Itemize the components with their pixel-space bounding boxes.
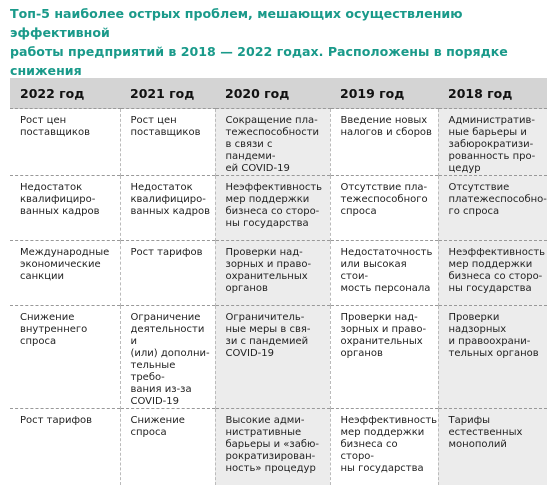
table-cell: Высокие адми- нистративные барьеры и «за… bbox=[214, 408, 330, 485]
header-row: 2022 год 2021 год 2020 год 2019 год 2018 год bbox=[10, 78, 547, 109]
table-cell: Неэффективность мер поддержки бизнеса со… bbox=[329, 408, 438, 485]
table-cell: Ограничитель- ные меры в свя- зи с панде… bbox=[214, 305, 330, 409]
table-body: Рост цен поставщиков Рост цен поставщиков… bbox=[10, 108, 547, 485]
table-cell: Неэффективность мер поддержки бизнеса со… bbox=[437, 240, 547, 306]
table-cell: Отсутствие платежеспособно- го спроса bbox=[437, 175, 547, 241]
column-header: 2022 год bbox=[10, 78, 120, 109]
table-cell: Тарифы естественных монополий bbox=[437, 408, 547, 485]
table-cell: Проверки надзорных и правоохрани- тельны… bbox=[437, 305, 547, 409]
table-cell: Рост цен поставщиков bbox=[119, 108, 215, 176]
table-cell: Неэффективность мер поддержки бизнеса со… bbox=[214, 175, 330, 241]
table-cell: Ограничение деятельности и (или) дополни… bbox=[119, 305, 215, 409]
page: Топ-5 наиболее острых проблем, мешающих … bbox=[10, 6, 547, 485]
table-cell: Сокращение пла- тежеспособности в связи … bbox=[214, 108, 330, 176]
table-cell: Рост тарифов bbox=[10, 408, 120, 485]
table-cell: Рост цен поставщиков bbox=[10, 108, 120, 176]
column-header: 2018 год bbox=[438, 78, 547, 109]
column-header: 2021 год bbox=[120, 78, 215, 109]
table-row: Снижение внутреннего спроса Ограничение д… bbox=[10, 305, 547, 409]
table-row: Международные экономические санкции Рост … bbox=[10, 240, 547, 306]
problems-table: 2022 год 2021 год 2020 год 2019 год 2018 год… bbox=[10, 78, 547, 485]
table-cell: Рост тарифов bbox=[119, 240, 215, 306]
table-cell: Снижение внутреннего спроса bbox=[10, 305, 120, 409]
table-row: Недостаток квалифициро- ванных кадров Нед… bbox=[10, 175, 547, 241]
table-cell: Проверки над- зорных и право- охранитель… bbox=[214, 240, 330, 306]
table-row: Рост цен поставщиков Рост цен поставщиков… bbox=[10, 108, 547, 176]
table-cell: Введение новых налогов и сборов bbox=[329, 108, 438, 176]
column-header: 2019 год bbox=[330, 78, 438, 109]
table-cell: Международные экономические санкции bbox=[10, 240, 120, 306]
table-cell: Отсутствие пла- тежеспособного спроса bbox=[329, 175, 438, 241]
table-cell: Недостаток квалифициро- ванных кадров bbox=[119, 175, 215, 241]
column-header: 2020 год bbox=[215, 78, 330, 109]
table-cell: Недостаточность или высокая стои- мость … bbox=[329, 240, 438, 306]
table-cell: Административ- ные барьеры и забюрократи… bbox=[437, 108, 547, 176]
table-cell: Снижение спроса bbox=[119, 408, 215, 485]
table-row: Рост тарифов Снижение спроса Высокие адми-… bbox=[10, 408, 547, 485]
table-cell: Недостаток квалифициро- ванных кадров bbox=[10, 175, 120, 241]
table-cell: Проверки над- зорных и право- охранитель… bbox=[329, 305, 438, 409]
